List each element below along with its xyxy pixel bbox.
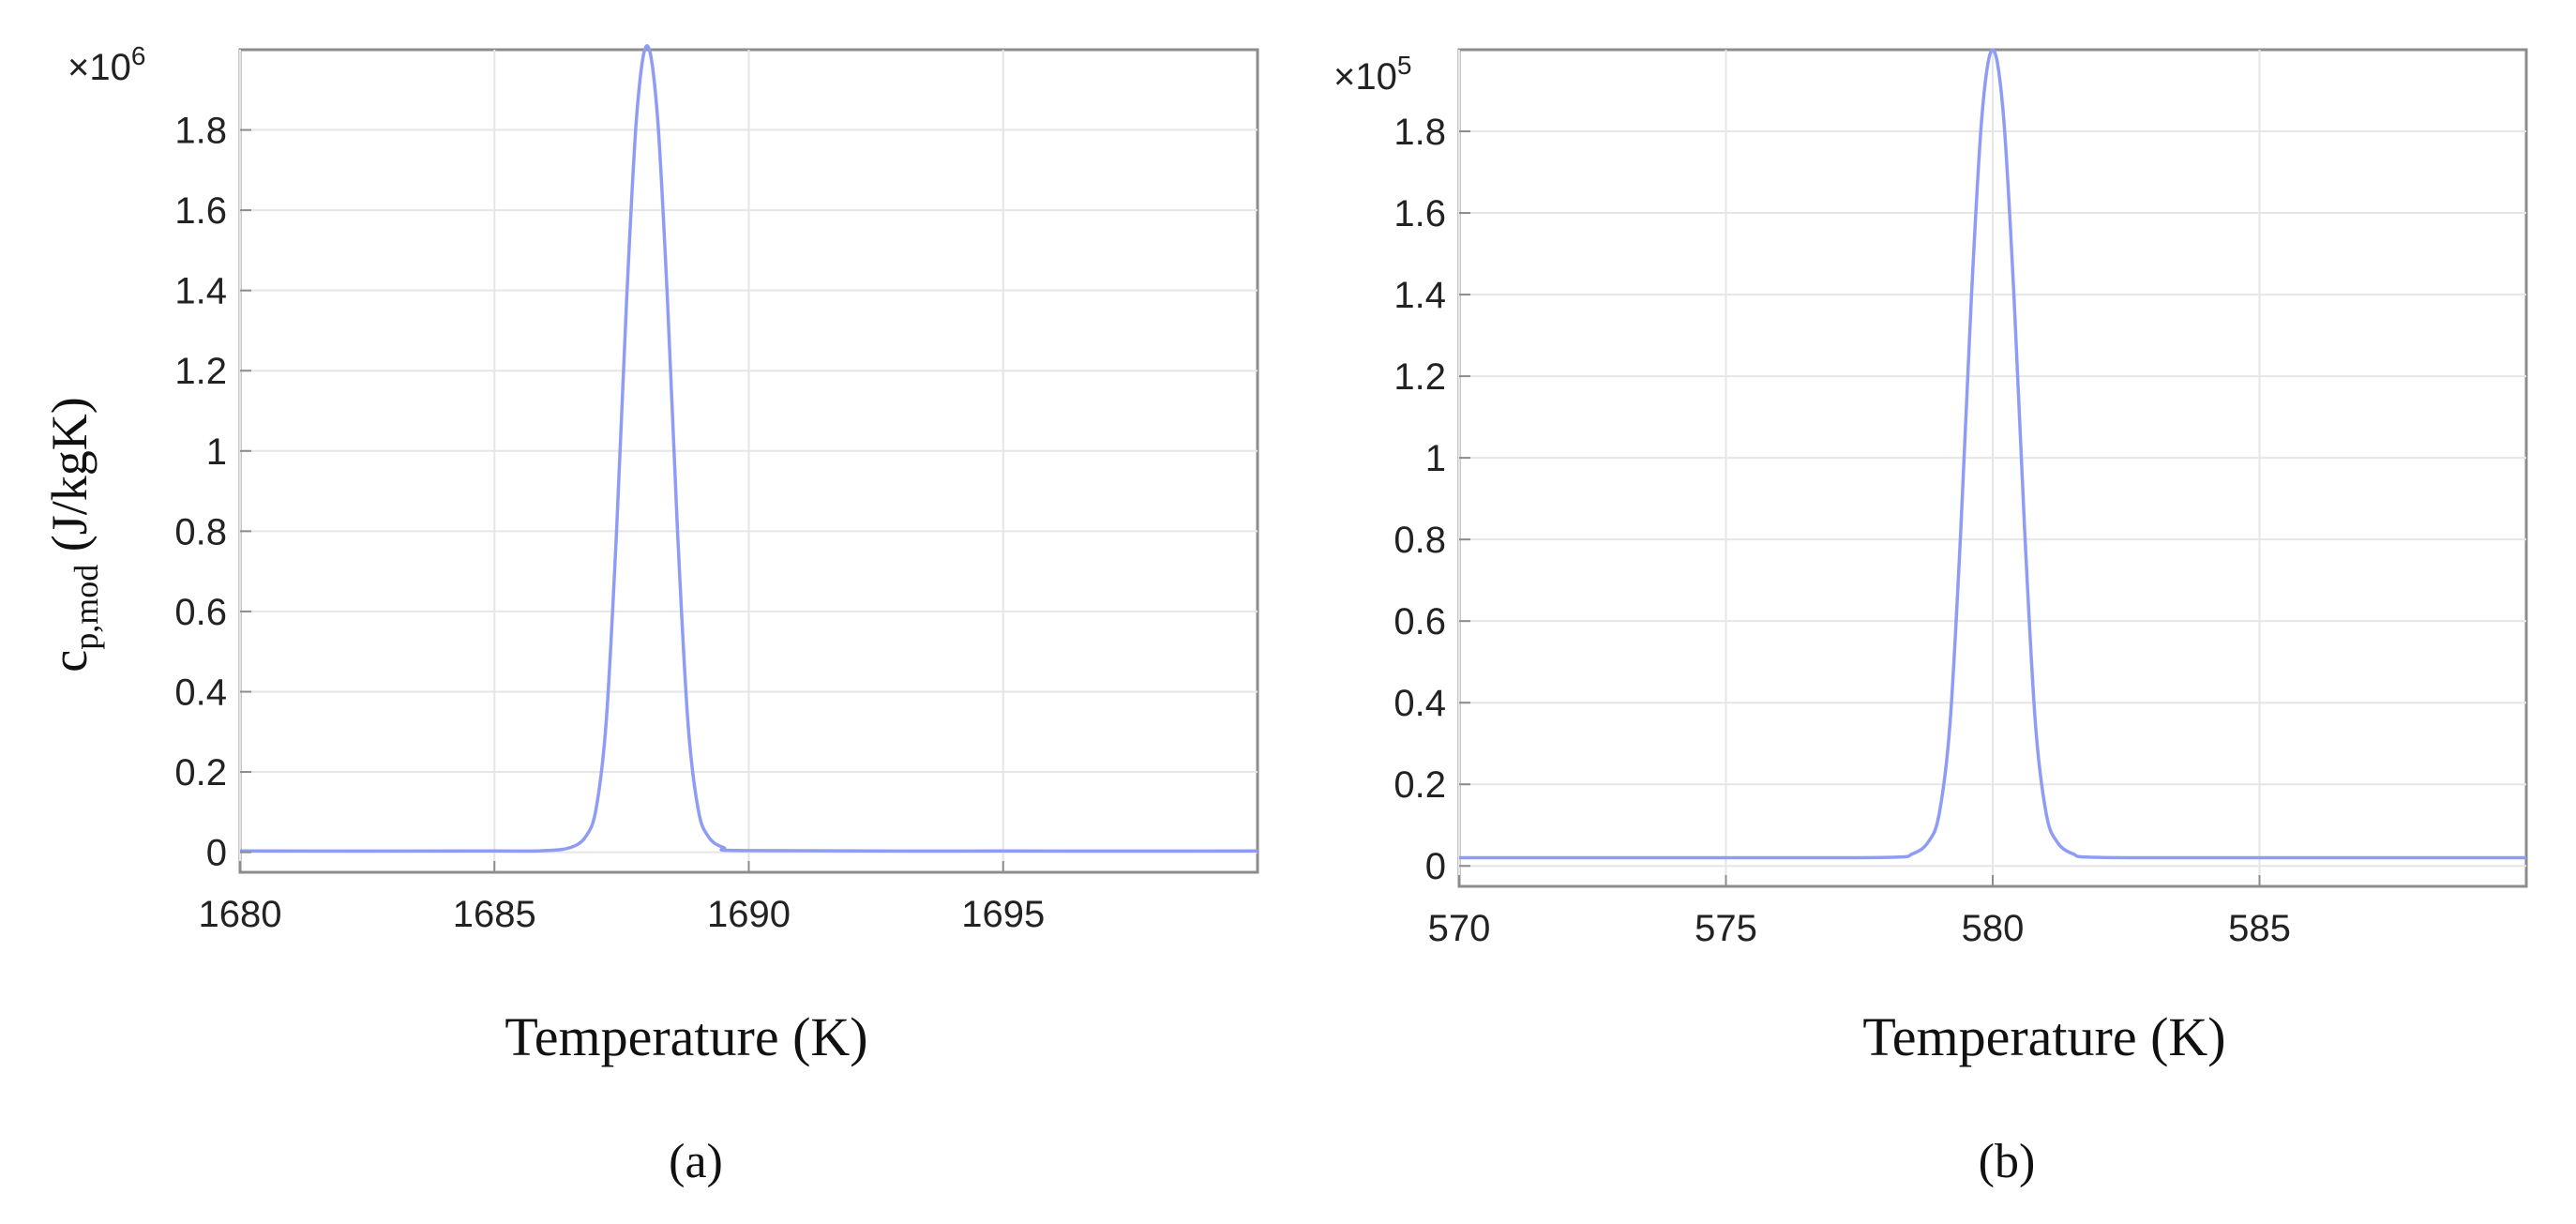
chart-a-series-line xyxy=(239,43,1258,854)
chart-a-y-tick-label: 0.6 xyxy=(174,592,227,633)
chart-panel-b: 00.20.40.60.811.21.41.61.8 570 575 580 585 … xyxy=(1333,48,2528,1188)
chart-b-y-tick-label: 0 xyxy=(1425,846,1446,887)
chart-a-y-tick-label: 1.2 xyxy=(174,351,227,392)
chart-a-y-tick-label: 0.4 xyxy=(174,672,227,713)
chart-b-x-axis-title: Temperature (K) xyxy=(1862,1006,2225,1067)
chart-a-x-tick-label: 1695 xyxy=(961,894,1045,935)
chart-b-grid xyxy=(1458,50,2526,886)
chart-b-y-tick-label: 1.6 xyxy=(1393,193,1446,234)
chart-a-line-series xyxy=(239,43,1258,854)
chart-b-x-tick-label: 580 xyxy=(1962,908,2025,949)
chart-a-panel-label: (a) xyxy=(669,1135,723,1188)
chart-a-multiplier: ×106 xyxy=(68,41,145,88)
chart-b-y-tick-label: 1.8 xyxy=(1393,112,1446,153)
chart-a-y-ticks: 0 0.2 0.4 0.6 0.8 1 1.2 1.4 1.6 1.8 xyxy=(174,111,251,874)
chart-b-y-tick-label: 0.2 xyxy=(1393,764,1446,806)
chart-b-x-tick-label: 570 xyxy=(1428,908,1491,949)
chart-a-x-ticks: 1680 1685 1690 1695 xyxy=(199,861,1045,935)
chart-b-y-ticks: 0 0.2 0.4 0.6 0.8 1 1.2 1.4 1.6 1.8 xyxy=(1393,112,1470,887)
chart-b-x-tick-label: 585 xyxy=(2228,908,2291,949)
chart-a-y-tick-label: 0 xyxy=(206,833,227,874)
chart-b-series-line xyxy=(1458,48,2527,860)
chart-b-x-ticks: 570 575 580 585 xyxy=(1428,875,2291,949)
chart-a-y-tick-label: 1 xyxy=(206,431,227,473)
chart-panel-a: 00.20.40.60.811.21.41.61.8 1680 1685 1690 1… xyxy=(41,41,1259,1188)
chart-b-multiplier: ×105 xyxy=(1333,51,1411,98)
chart-a-y-tick-label: 0.8 xyxy=(174,511,227,552)
chart-b-y-tick-label: 1 xyxy=(1425,438,1446,479)
chart-a-y-tick-label: 1.6 xyxy=(174,190,227,232)
chart-a-y-tick-label: 0.2 xyxy=(174,752,227,793)
chart-a-y-axis-title: cp,mod (J/kgK) xyxy=(41,397,105,672)
chart-b-x-tick-label: 575 xyxy=(1695,908,1757,949)
chart-b-panel-label: (b) xyxy=(1979,1135,2036,1188)
chart-b-y-tick-label: 0.6 xyxy=(1393,601,1446,642)
chart-a-y-tick-label: 1.4 xyxy=(174,271,227,312)
chart-b-line-series xyxy=(1458,48,2527,860)
chart-b-y-tick-label: 1.2 xyxy=(1393,356,1446,398)
chart-a-x-tick-label: 1690 xyxy=(707,894,791,935)
chart-a-y-tick-label: 1.8 xyxy=(174,111,227,152)
chart-b-y-tick-label: 0.8 xyxy=(1393,520,1446,561)
chart-b-y-tick-label: 1.4 xyxy=(1393,275,1446,316)
chart-b-y-tick-label: 0.4 xyxy=(1393,683,1446,724)
chart-a-x-axis-title: Temperature (K) xyxy=(505,1006,867,1067)
chart-a-x-tick-label: 1680 xyxy=(199,894,282,935)
chart-a-x-tick-label: 1685 xyxy=(453,894,536,935)
